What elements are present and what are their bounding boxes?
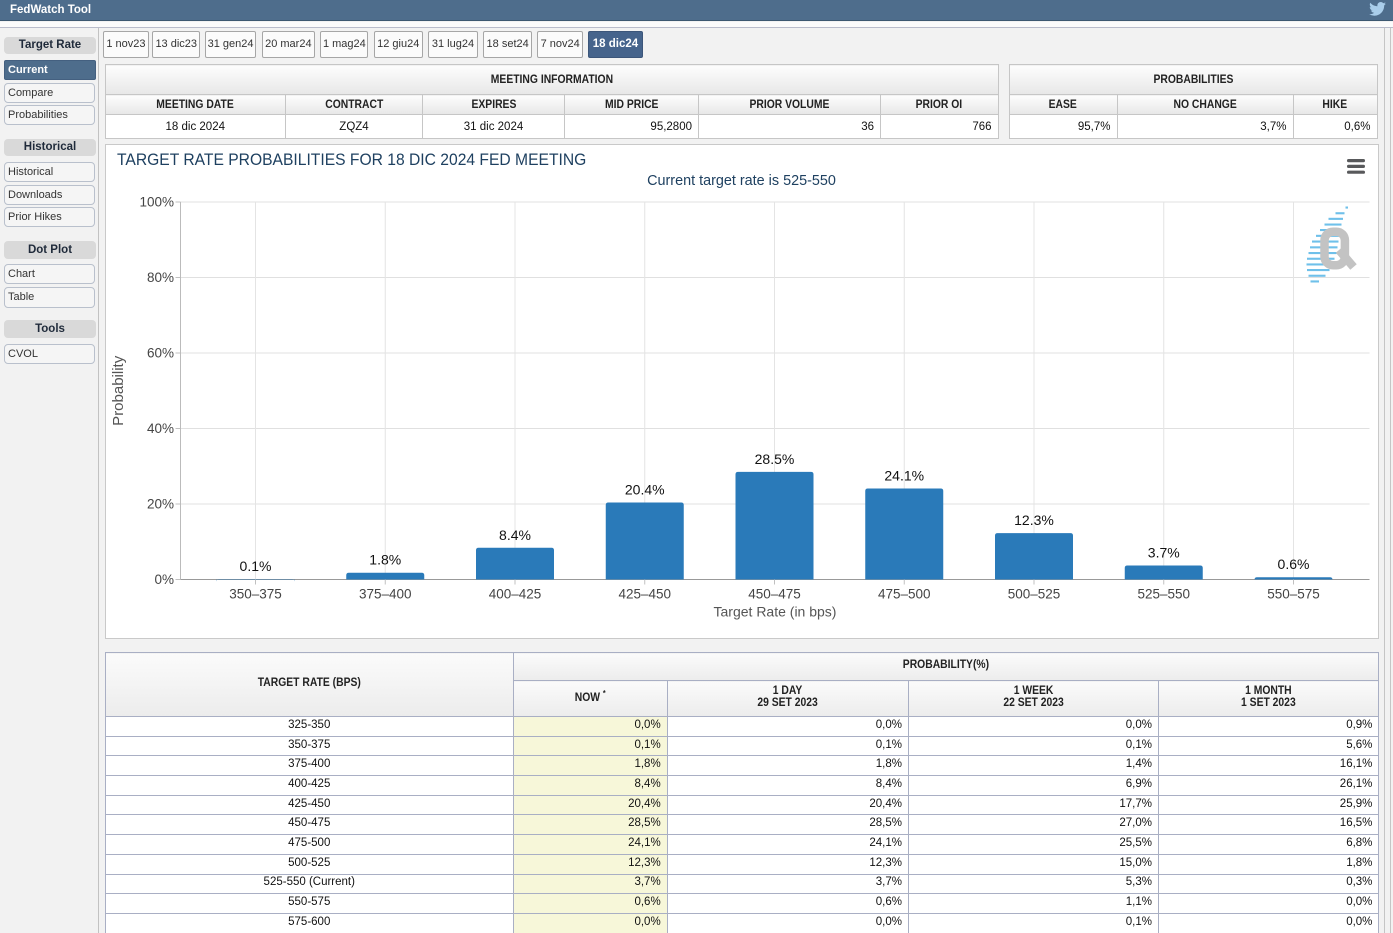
svg-text:400–425: 400–425 xyxy=(488,586,541,601)
svg-text:525–550: 525–550 xyxy=(1137,586,1190,601)
svg-text:0.1%: 0.1% xyxy=(239,558,271,574)
svg-text:0.6%: 0.6% xyxy=(1277,556,1309,572)
svg-text:3.7%: 3.7% xyxy=(1147,544,1179,560)
svg-text:475–500: 475–500 xyxy=(877,586,930,601)
svg-text:20.4%: 20.4% xyxy=(624,481,664,497)
svg-text:350–375: 350–375 xyxy=(229,586,282,601)
svg-text:20%: 20% xyxy=(146,496,173,511)
svg-text:1.8%: 1.8% xyxy=(369,551,401,567)
svg-text:100%: 100% xyxy=(139,194,174,209)
svg-text:425–450: 425–450 xyxy=(618,586,671,601)
svg-text:8.4%: 8.4% xyxy=(499,526,531,542)
svg-text:60%: 60% xyxy=(146,345,173,360)
svg-text:375–400: 375–400 xyxy=(358,586,411,601)
svg-text:550–575: 550–575 xyxy=(1267,586,1320,601)
svg-text:24.1%: 24.1% xyxy=(884,467,924,483)
svg-text:28.5%: 28.5% xyxy=(754,450,794,466)
svg-text:80%: 80% xyxy=(146,270,173,285)
svg-text:40%: 40% xyxy=(146,421,173,436)
svg-text:0%: 0% xyxy=(154,572,174,587)
svg-text:450–475: 450–475 xyxy=(748,586,801,601)
svg-text:Probability: Probability xyxy=(110,355,127,426)
svg-text:Target Rate (in bps): Target Rate (in bps) xyxy=(713,603,836,619)
svg-text:12.3%: 12.3% xyxy=(1014,512,1054,528)
svg-text:500–525: 500–525 xyxy=(1007,586,1060,601)
